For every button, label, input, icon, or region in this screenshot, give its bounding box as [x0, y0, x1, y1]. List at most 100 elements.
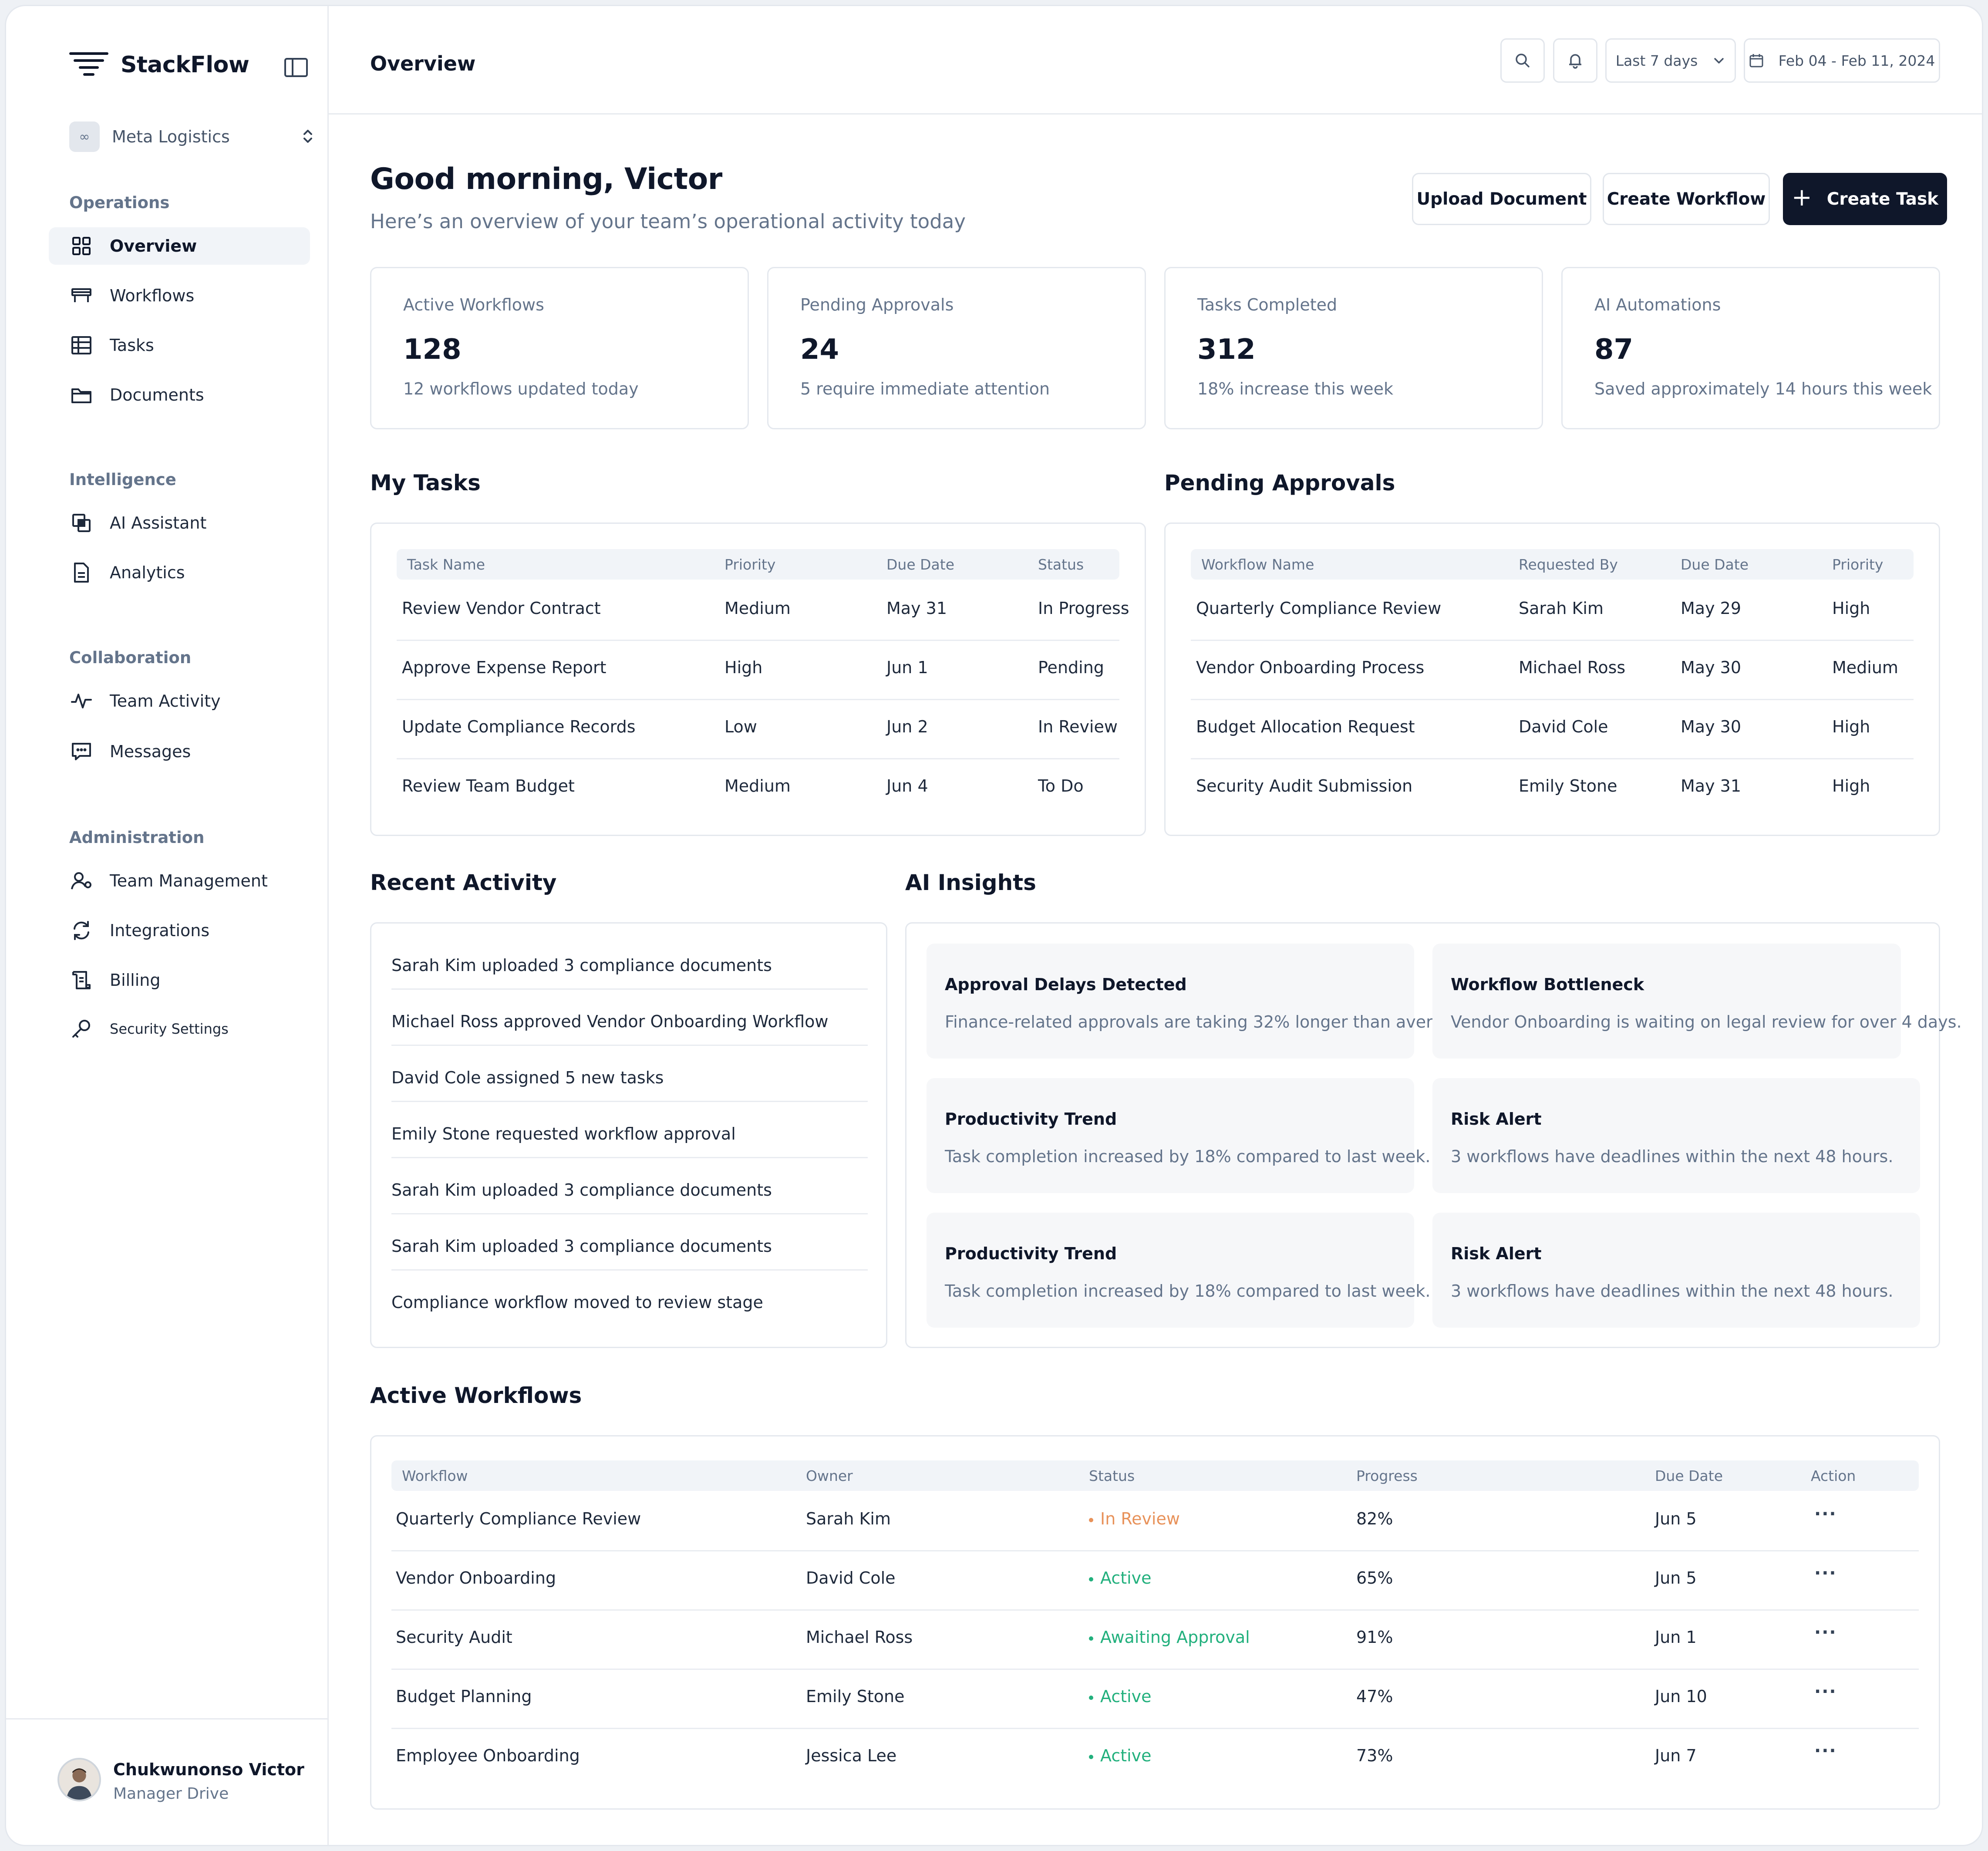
sidebar-item-messages[interactable]: Messages — [49, 733, 310, 770]
workflow-name: Vendor Onboarding — [396, 1568, 556, 1588]
table-row[interactable]: Budget Planning Emily Stone Active 47% J… — [391, 1669, 1919, 1729]
status-text: Awaiting Approval — [1100, 1628, 1250, 1647]
requested-by: Michael Ross — [1519, 658, 1626, 677]
insight-title: Risk Alert — [1451, 1109, 1542, 1129]
sidebar-item-overview[interactable]: Overview — [49, 227, 310, 265]
more-actions-button[interactable]: ··· — [1814, 1563, 1837, 1583]
date-range-value: Feb 04 - Feb 11, 2024 — [1778, 52, 1935, 69]
insight-card[interactable]: Productivity Trend Task completion incre… — [927, 1213, 1430, 1328]
table-row[interactable]: Review Vendor Contract Medium May 31 In … — [397, 580, 1129, 641]
create-workflow-button[interactable]: Create Workflow — [1603, 173, 1770, 225]
workspace-avatar: ∞ — [69, 121, 100, 152]
workflow-due-date: Jun 10 — [1655, 1687, 1707, 1706]
table-row[interactable]: Review Team Budget Medium Jun 4 To Do — [397, 758, 1119, 817]
workflow-progress: 73% — [1356, 1746, 1393, 1765]
list-item[interactable]: Emily Stone requested workflow approval — [391, 1101, 868, 1158]
upload-document-button[interactable]: Upload Document — [1412, 173, 1591, 225]
stat-note: Saved approximately 14 hours this week — [1594, 379, 1932, 398]
table-row[interactable]: Quarterly Compliance Review Sarah Kim Ma… — [1191, 580, 1914, 641]
more-actions-button[interactable]: ··· — [1814, 1504, 1837, 1524]
workflow-name: Vendor Onboarding Process — [1196, 658, 1425, 677]
table-row[interactable]: Quarterly Compliance Review Sarah Kim In… — [391, 1491, 1919, 1551]
status-badge: In Review — [1089, 1509, 1180, 1528]
table-row[interactable]: Security Audit Michael Ross Awaiting App… — [391, 1609, 1919, 1670]
status-badge: Active — [1089, 1746, 1152, 1765]
sidebar-item-analytics[interactable]: Analytics — [49, 554, 310, 591]
table-row[interactable]: Vendor Onboarding David Cole Active 65% … — [391, 1550, 1919, 1611]
sidebar-item-workflows[interactable]: Workflows — [49, 277, 310, 314]
table-row[interactable]: Update Compliance Records Low Jun 2 In R… — [397, 699, 1119, 759]
sync-icon — [74, 921, 89, 940]
sidebar-toggle-icon[interactable] — [284, 57, 308, 78]
list-item[interactable]: David Cole assigned 5 new tasks — [391, 1045, 868, 1102]
insight-card[interactable]: Productivity Trend Task completion incre… — [927, 1078, 1430, 1193]
stat-value: 128 — [403, 334, 462, 366]
stat-label: Pending Approvals — [800, 295, 954, 314]
sidebar-item-team-activity[interactable]: Team Activity — [49, 682, 310, 720]
document-icon — [74, 563, 89, 583]
column-header: Due Date — [1655, 1467, 1723, 1484]
date-range-picker[interactable]: Feb 04 - Feb 11, 2024 — [1744, 38, 1940, 83]
status-text: In Review — [1100, 1509, 1180, 1528]
insight-card[interactable]: Risk Alert 3 workflows have deadlines wi… — [1432, 1213, 1920, 1328]
sidebar-item-security-settings[interactable]: Security Settings — [49, 1010, 310, 1048]
approval-due-date: May 29 — [1681, 599, 1741, 618]
workspace-switcher[interactable]: ∞ Meta Logistics — [69, 120, 315, 153]
task-priority: High — [724, 658, 763, 677]
workflow-progress: 82% — [1356, 1509, 1393, 1528]
billing-icon — [72, 971, 91, 989]
sidebar-item-integrations[interactable]: Integrations — [49, 912, 310, 949]
sidebar-item-ai-assistant[interactable]: AI Assistant — [49, 504, 310, 542]
more-actions-button[interactable]: ··· — [1814, 1741, 1837, 1761]
create-task-button[interactable]: + Create Task — [1783, 173, 1947, 225]
brand[interactable]: StackFlow — [69, 50, 249, 80]
table-row[interactable]: Employee Onboarding Jessica Lee Active 7… — [391, 1728, 1919, 1787]
range-select-value: Last 7 days — [1615, 52, 1698, 69]
my-tasks-panel: Task Name Priority Due Date Status Revie… — [370, 523, 1146, 836]
table-row[interactable]: Security Audit Submission Emily Stone Ma… — [1191, 758, 1914, 817]
more-actions-button[interactable]: ··· — [1814, 1622, 1837, 1642]
insight-card[interactable]: Approval Delays Detected Finance-related… — [927, 944, 1469, 1059]
status-badge: Active — [1089, 1687, 1152, 1706]
status-dot — [1089, 1517, 1093, 1522]
table-row[interactable]: Vendor Onboarding Process Michael Ross M… — [1191, 640, 1914, 700]
insight-card[interactable]: Risk Alert 3 workflows have deadlines wi… — [1432, 1078, 1920, 1193]
list-item[interactable]: Sarah Kim uploaded 3 compliance document… — [391, 1213, 868, 1271]
list-item[interactable]: Michael Ross approved Vendor Onboarding … — [391, 988, 868, 1046]
list-item[interactable]: Sarah Kim uploaded 3 compliance document… — [391, 932, 868, 990]
stat-label: Active Workflows — [403, 295, 544, 314]
workspace-name: Meta Logistics — [112, 127, 230, 146]
user-profile[interactable]: Chukwunonso Victor Manager Drive — [6, 1718, 327, 1845]
table-row[interactable]: Approve Expense Report High Jun 1 Pendin… — [397, 640, 1119, 700]
chevron-down-icon — [1714, 58, 1724, 64]
insight-card[interactable]: Workflow Bottleneck Vendor Onboarding is… — [1432, 944, 1962, 1059]
stat-note: 5 require immediate attention — [800, 379, 1050, 398]
range-select[interactable]: Last 7 days — [1605, 38, 1736, 83]
search-button[interactable] — [1500, 38, 1545, 83]
more-actions-button[interactable]: ··· — [1814, 1682, 1837, 1702]
activity-text: Emily Stone requested workflow approval — [391, 1124, 736, 1143]
workflow-due-date: Jun 7 — [1655, 1746, 1697, 1765]
stat-card-pending-approvals: Pending Approvals 24 5 require immediate… — [767, 267, 1146, 429]
sidebar-item-label: Overview — [110, 236, 197, 256]
sidebar-item-label: Billing — [110, 971, 161, 990]
activity-text: Sarah Kim uploaded 3 compliance document… — [391, 1180, 772, 1200]
table-header: Task Name Priority Due Date Status — [397, 549, 1119, 580]
sidebar-item-billing[interactable]: Billing — [49, 961, 310, 999]
approval-priority: High — [1832, 776, 1870, 796]
sidebar-item-team-management[interactable]: Team Management — [49, 862, 310, 900]
sidebar-item-tasks[interactable]: Tasks — [49, 327, 310, 364]
requested-by: Emily Stone — [1519, 776, 1617, 796]
requested-by: Sarah Kim — [1519, 599, 1604, 618]
notifications-button[interactable] — [1553, 38, 1597, 83]
table-row[interactable]: Budget Allocation Request David Cole May… — [1191, 699, 1914, 759]
column-header: Workflow — [402, 1467, 468, 1484]
sidebar-item-documents[interactable]: Documents — [49, 376, 310, 414]
list-item[interactable]: Sarah Kim uploaded 3 compliance document… — [391, 1157, 868, 1214]
workflow-due-date: Jun 5 — [1655, 1568, 1697, 1588]
task-name: Review Vendor Contract — [402, 599, 601, 618]
list-item[interactable]: Compliance workflow moved to review stag… — [391, 1269, 868, 1325]
workflow-progress: 47% — [1356, 1687, 1393, 1706]
create-task-label: Create Task — [1826, 189, 1939, 209]
stat-label: AI Automations — [1594, 295, 1721, 314]
